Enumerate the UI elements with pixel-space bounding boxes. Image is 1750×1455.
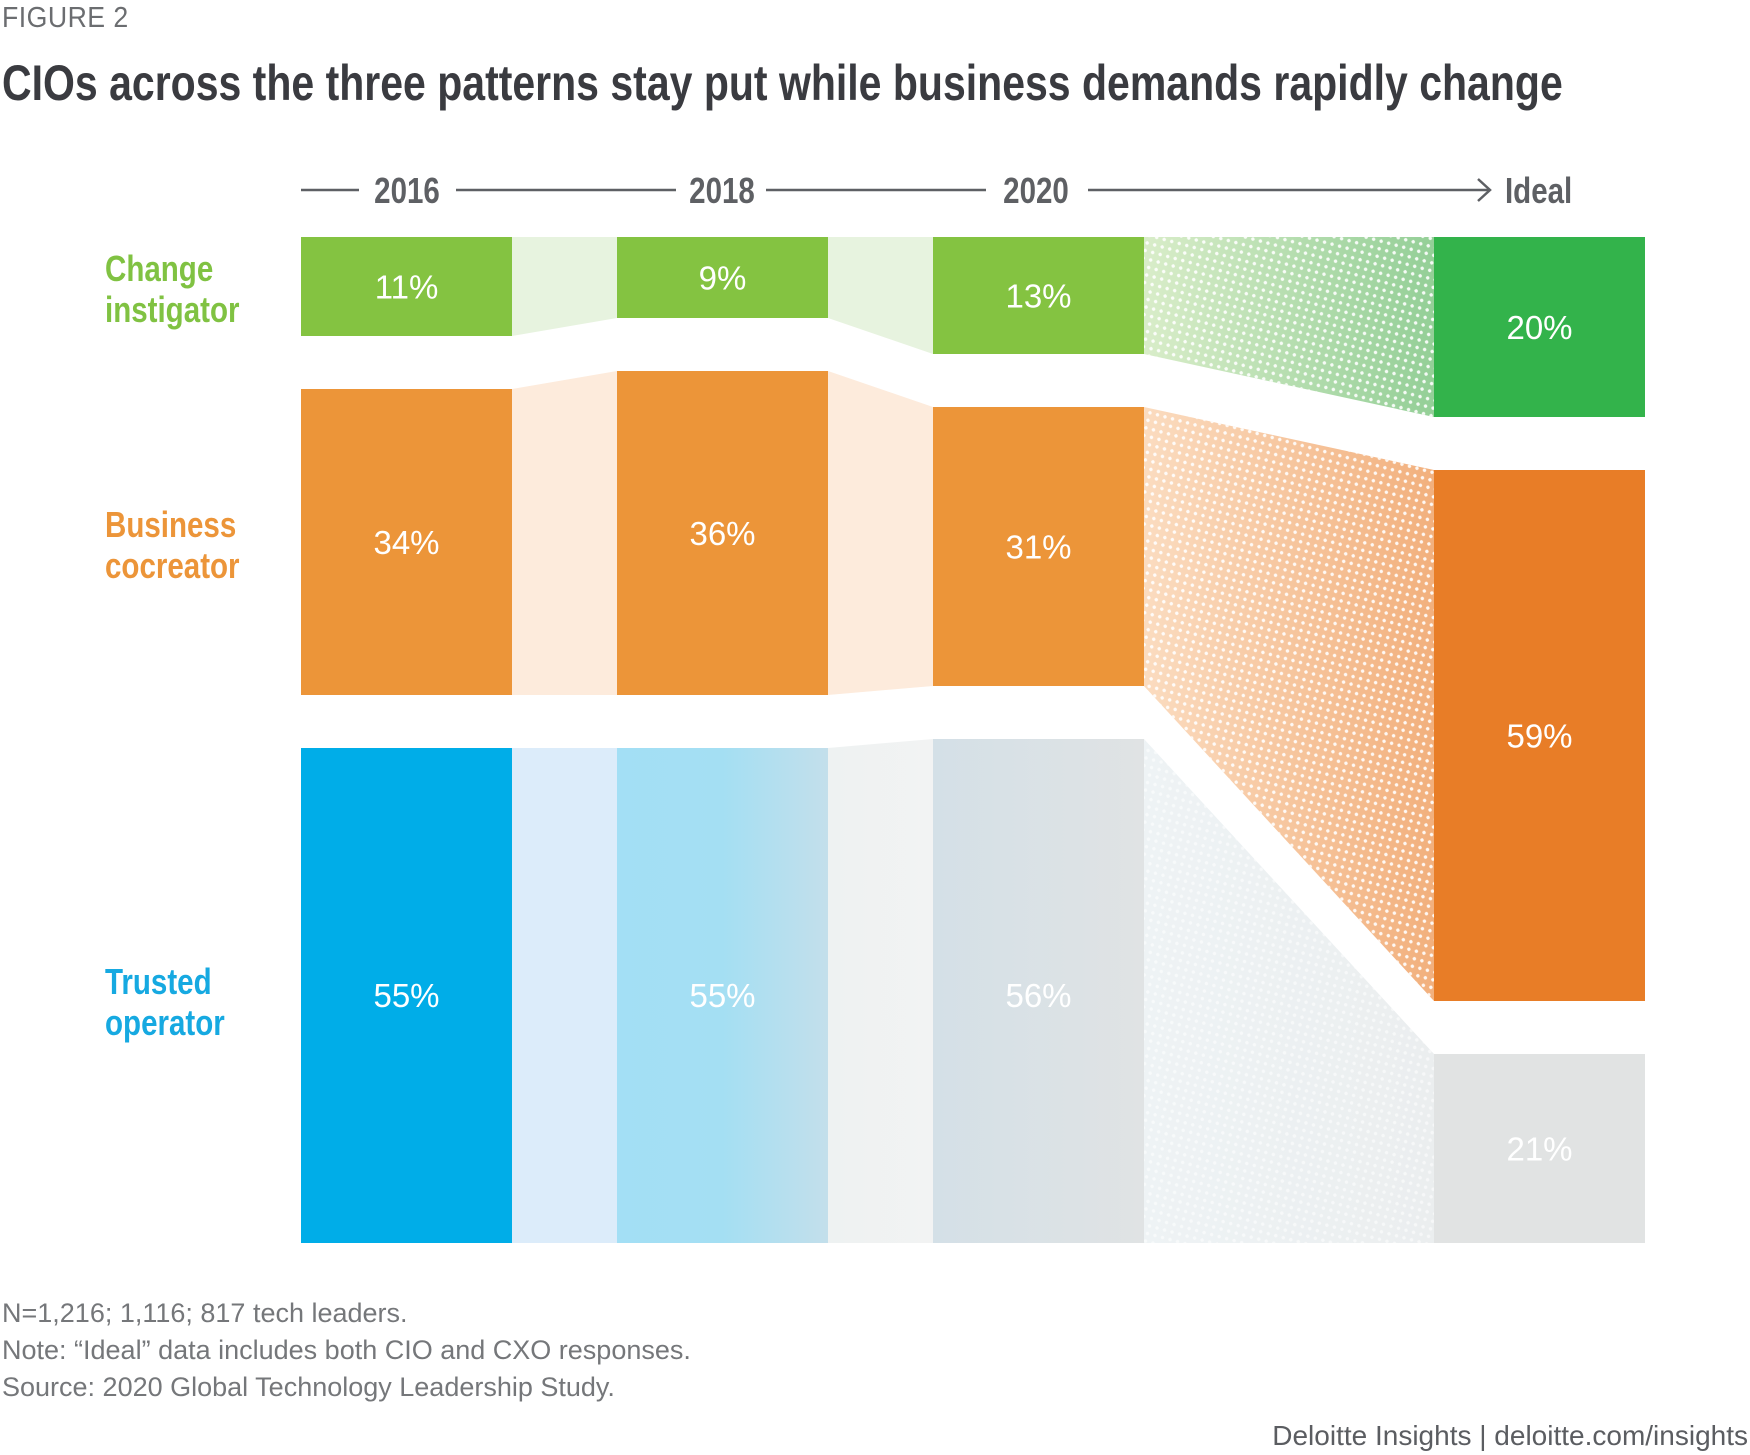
value-labels: 11% 34% 55% 9% 36% 55% 13% 31% 56% 20% 59% 21% <box>373 260 1572 1168</box>
category-label-ideal: Ideal <box>1505 170 1572 210</box>
value-label-business-cocreator-2020: 31% <box>1005 529 1071 566</box>
bar-trusted-operator-2016 <box>301 748 512 1243</box>
bar-change-instigator-ideal <box>1434 237 1645 417</box>
category-label-2018: 2018 <box>689 170 755 210</box>
bar-business-cocreator-ideal <box>1434 470 1645 1001</box>
value-label-change-instigator-2018: 9% <box>699 260 747 297</box>
footnote-sample-size: N=1,216; 1,116; 817 tech leaders. <box>2 1298 408 1328</box>
flow-business-cocreator-2016-to-2018 <box>512 371 617 695</box>
bar-change-instigator-2016 <box>301 237 512 336</box>
bar-trusted-operator-2018 <box>617 748 828 1243</box>
series-label-trusted-operator: Trusted operator <box>105 961 225 1043</box>
bar-change-instigator-2018 <box>617 237 828 318</box>
flow-change-instigator-2018-to-2020 <box>828 237 933 354</box>
category-label-2020: 2020 <box>1003 170 1069 210</box>
bar-trusted-operator-2020 <box>933 739 1144 1243</box>
flow-trusted-operator-2018-to-2020 <box>828 739 933 1243</box>
bars <box>301 237 1645 1243</box>
value-label-business-cocreator-ideal: 59% <box>1506 718 1572 755</box>
arrow-head-icon <box>1477 178 1492 202</box>
value-label-trusted-operator-2020: 56% <box>1005 977 1071 1014</box>
flow-trusted-operator-2020-to-ideal-dot-pattern <box>1144 739 1434 1243</box>
bar-business-cocreator-2018 <box>617 371 828 695</box>
bar-change-instigator-2020 <box>933 237 1144 354</box>
value-label-change-instigator-ideal: 20% <box>1506 309 1572 346</box>
value-label-trusted-operator-ideal: 21% <box>1506 1131 1572 1168</box>
flow-trusted-operator-2016-to-2018 <box>512 748 617 1243</box>
value-label-business-cocreator-2018: 36% <box>689 515 755 552</box>
value-label-change-instigator-2016: 11% <box>375 269 439 306</box>
series-label-line: cocreator <box>105 545 240 586</box>
timeline-axis: 2016 2018 2020 Ideal <box>301 170 1572 211</box>
series-label-line: Trusted <box>105 961 212 1002</box>
category-label-2016: 2016 <box>374 170 440 210</box>
series-label-line: operator <box>105 1002 225 1043</box>
flow-change-instigator-2020-to-ideal-dot-pattern <box>1144 237 1434 417</box>
flow-business-cocreator-2018-to-2020 <box>828 371 933 695</box>
flow-change-instigator-2016-to-2018 <box>512 237 617 336</box>
series-label-change-instigator: Change instigator <box>105 248 239 330</box>
value-label-business-cocreator-2016: 34% <box>373 524 439 561</box>
figure-label: FIGURE 2 <box>2 2 129 34</box>
series-label-line: Change <box>105 248 214 289</box>
series-label-business-cocreator: Business cocreator <box>105 504 240 586</box>
footnote-note: Note: “Ideal” data includes both CIO and… <box>2 1335 691 1365</box>
bar-trusted-operator-ideal <box>1434 1054 1645 1243</box>
flow-business-cocreator-2020-to-ideal-dot-pattern <box>1144 407 1434 1001</box>
series-label-line: instigator <box>105 289 240 330</box>
publisher-credit: Deloitte Insights | deloitte.com/insight… <box>1272 1420 1748 1451</box>
chart-title: CIOs across the three patterns stay put … <box>2 55 1563 111</box>
value-label-trusted-operator-2018: 55% <box>689 977 755 1014</box>
bar-business-cocreator-2016 <box>301 389 512 695</box>
footnotes: N=1,216; 1,116; 817 tech leaders. Note: … <box>2 1295 691 1406</box>
flow-bands <box>512 237 1434 1243</box>
bar-business-cocreator-2020 <box>933 407 1144 686</box>
value-label-change-instigator-2020: 13% <box>1005 278 1071 315</box>
footnote-source: Source: 2020 Global Technology Leadershi… <box>2 1372 615 1402</box>
series-label-line: Business <box>105 504 237 545</box>
value-label-trusted-operator-2016: 55% <box>373 977 439 1014</box>
